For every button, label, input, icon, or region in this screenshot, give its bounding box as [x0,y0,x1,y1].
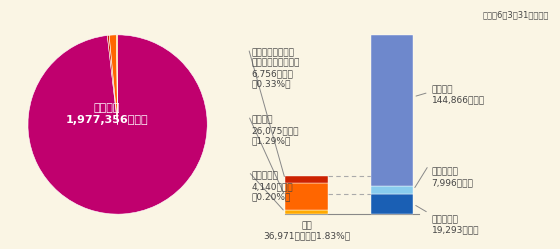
Wedge shape [116,35,118,124]
Bar [285,183,328,210]
Text: 破産更生債権及び
これらに準ずる債権
6,756百万円
（0.33%）: 破産更生債権及び これらに準ずる債権 6,756百万円 （0.33%） [251,48,300,88]
Bar [371,194,413,214]
Wedge shape [108,35,118,124]
Bar [285,176,328,183]
Text: 担保保証等
19,293百万円: 担保保証等 19,293百万円 [432,215,479,235]
Text: 危険債権
26,075百万円
（1.29%）: 危険債権 26,075百万円 （1.29%） [251,116,299,145]
Text: 要管理債権
4,140百万円
（0.20%）: 要管理債権 4,140百万円 （0.20%） [251,172,293,201]
Wedge shape [28,35,207,214]
Text: 正常債権
1,977,356百万円: 正常債権 1,977,356百万円 [66,103,148,124]
Wedge shape [109,35,118,124]
Text: 自己資本
144,866百万円: 自己資本 144,866百万円 [432,85,485,104]
Text: 貸倒引当金
7,996百万円: 貸倒引当金 7,996百万円 [432,168,474,187]
Bar [371,35,413,186]
Bar [285,210,328,214]
Text: （令和6年3月31日現在）: （令和6年3月31日現在） [482,10,549,19]
Text: 合計
36,971百万円（1.83%）: 合計 36,971百万円（1.83%） [263,221,350,240]
Bar [371,186,413,194]
